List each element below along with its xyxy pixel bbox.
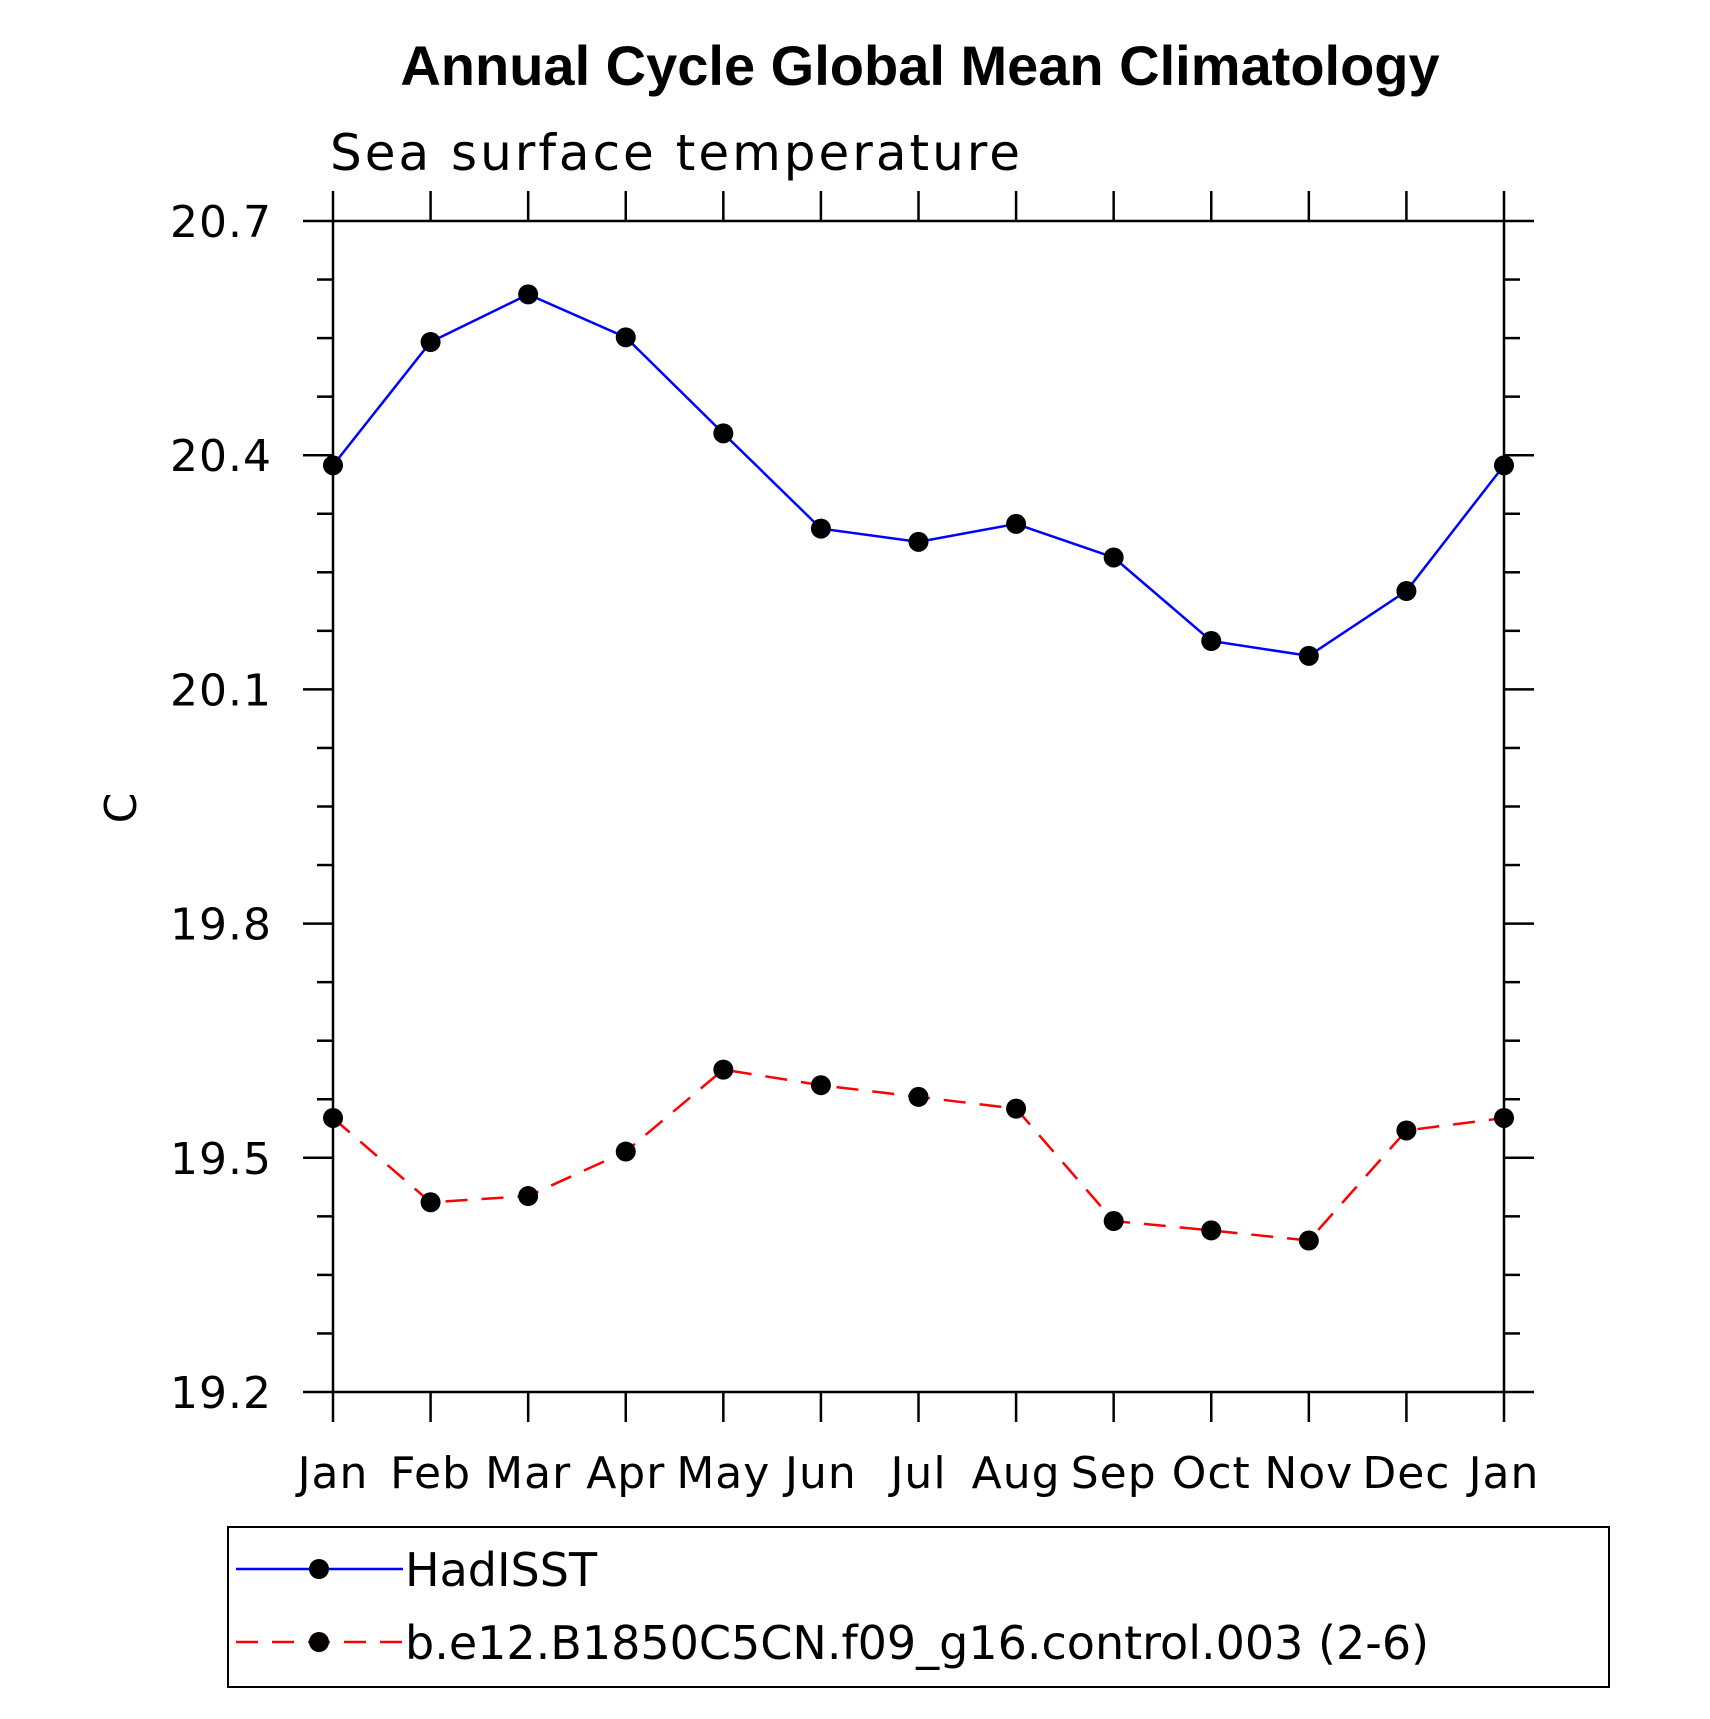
x-tick-label: Sep	[1071, 1448, 1157, 1499]
y-tick-label: 20.4	[170, 431, 272, 482]
data-point	[323, 455, 343, 476]
legend-marker-hadisst	[309, 1559, 329, 1579]
data-point	[810, 1075, 831, 1096]
data-point	[420, 332, 441, 353]
data-point	[1396, 581, 1417, 602]
data-point	[323, 1107, 343, 1128]
data-point	[713, 1059, 734, 1080]
y-tick-label: 19.5	[170, 1134, 272, 1185]
axis-ticks	[303, 191, 1534, 1422]
x-tick-label: Jul	[887, 1448, 946, 1499]
series-line-0	[332, 293, 1505, 658]
data-point	[1103, 1211, 1124, 1232]
data-point	[1494, 455, 1514, 476]
data-point	[518, 1186, 539, 1207]
chart-title: Annual Cycle Global Mean Climatology	[400, 34, 1439, 97]
data-point	[1396, 1120, 1417, 1141]
x-tick-label: Aug	[972, 1448, 1061, 1499]
data-point	[1006, 1098, 1027, 1119]
data-point	[1494, 1107, 1514, 1128]
y-tick-label: 19.8	[170, 900, 272, 951]
data-point	[1103, 547, 1124, 568]
x-tick-label: Apr	[586, 1448, 665, 1499]
x-tick-label: Jan	[1466, 1448, 1540, 1499]
data-point	[615, 1141, 636, 1162]
data-point	[1298, 645, 1319, 666]
y-tick-label: 20.1	[170, 665, 272, 716]
x-tick-label: Jun	[782, 1448, 857, 1499]
x-tick-label: Jan	[295, 1448, 369, 1499]
y-tick-label: 19.2	[170, 1368, 272, 1419]
x-tick-label: Feb	[390, 1448, 471, 1499]
x-tick-label: Dec	[1362, 1448, 1450, 1499]
data-point	[615, 327, 636, 348]
series-markers	[323, 284, 1514, 1251]
data-point	[420, 1192, 441, 1213]
legend: HadISST b.e12.B1850C5CN.f09_g16.control.…	[227, 1526, 1610, 1688]
data-point	[1201, 1220, 1222, 1241]
y-axis-label: C	[96, 793, 147, 824]
data-point	[908, 1086, 929, 1107]
plot-frame	[331, 219, 1506, 1394]
data-point	[1298, 1230, 1319, 1251]
x-tick-labels: Jan Feb Mar Apr May Jun Jul Aug Sep Oct Nov Dec Jan	[295, 1448, 1540, 1499]
x-tick-label: Oct	[1172, 1448, 1251, 1499]
data-point	[1201, 630, 1222, 651]
x-tick-label: Nov	[1264, 1448, 1353, 1499]
chart-subtitle: Sea surface temperature	[330, 124, 1023, 182]
x-tick-label: May	[676, 1448, 770, 1499]
legend-label-model: b.e12.B1850C5CN.f09_g16.control.003 (2-6…	[405, 1616, 1429, 1670]
y-tick-labels: 19.2 19.5 19.8 20.1 20.4 20.7	[170, 197, 272, 1419]
data-point	[518, 284, 539, 305]
data-point	[810, 518, 831, 539]
legend-marker-model	[309, 1632, 329, 1652]
x-tick-label: Mar	[485, 1448, 571, 1499]
data-point	[908, 531, 929, 552]
legend-box	[227, 1526, 1610, 1688]
y-tick-label: 20.7	[170, 197, 272, 248]
data-point	[1006, 513, 1027, 534]
data-point	[713, 423, 734, 444]
legend-label-hadisst: HadISST	[405, 1543, 598, 1597]
